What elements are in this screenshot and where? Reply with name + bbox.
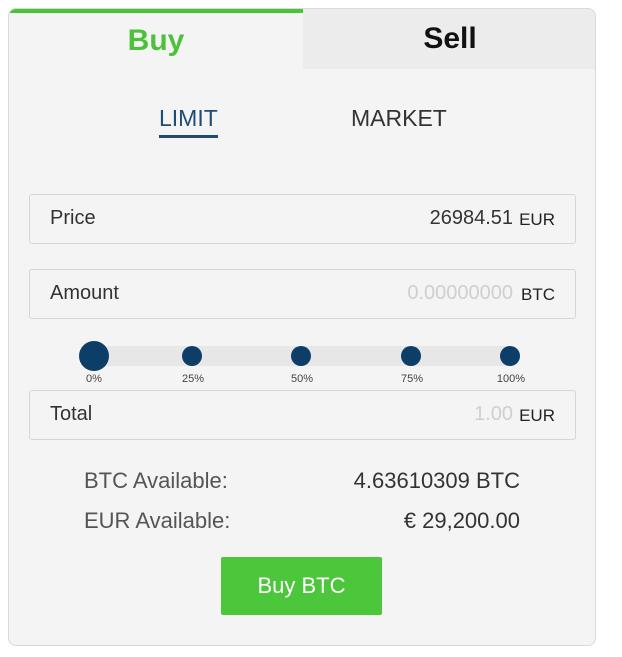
- tab-sell-label: Sell: [423, 22, 477, 55]
- eur-available-label: EUR Available:: [84, 508, 231, 533]
- order-type-market[interactable]: MARKET: [351, 105, 447, 131]
- tab-buy[interactable]: Buy: [9, 9, 303, 69]
- slider-handle[interactable]: [79, 341, 109, 371]
- slider-tick-label: 50%: [290, 373, 314, 385]
- slider-tick-label: 25%: [181, 373, 205, 385]
- price-field[interactable]: Price EUR: [29, 194, 576, 244]
- slider-stop-100[interactable]: [500, 346, 520, 366]
- total-field[interactable]: Total EUR: [29, 390, 576, 440]
- eur-available-value: € 29,200.00: [403, 508, 520, 533]
- slider-stop-50[interactable]: [291, 346, 311, 366]
- tab-sell[interactable]: Sell: [303, 9, 595, 69]
- btc-available-value: 4.63610309 BTC: [353, 468, 520, 493]
- buy-btc-button[interactable]: Buy BTC: [221, 557, 382, 615]
- total-unit: EUR: [519, 406, 555, 425]
- total-input[interactable]: [263, 403, 513, 426]
- slider-stop-75[interactable]: [401, 346, 421, 366]
- price-unit: EUR: [519, 210, 555, 229]
- amount-input[interactable]: [263, 282, 513, 305]
- amount-label: Amount: [50, 282, 119, 304]
- amount-field[interactable]: Amount BTC: [29, 269, 576, 319]
- price-input[interactable]: [263, 207, 513, 230]
- trade-panel: Buy Sell LIMIT MARKET Price EUR Amount B…: [8, 8, 596, 646]
- amount-unit: BTC: [521, 285, 555, 304]
- total-label: Total: [50, 403, 93, 425]
- amount-percent-slider[interactable]: 0% 25% 50% 75% 100%: [79, 341, 527, 394]
- slider-tick-label: 75%: [400, 373, 424, 385]
- tab-buy-label: Buy: [127, 24, 185, 57]
- slider-tick-label: 100%: [496, 373, 526, 385]
- buy-sell-tabs: Buy Sell: [9, 9, 595, 69]
- price-label: Price: [50, 207, 96, 229]
- slider-tick-label: 0%: [86, 373, 102, 385]
- slider-stop-25[interactable]: [182, 346, 202, 366]
- btc-available-label: BTC Available:: [84, 468, 228, 493]
- order-type-limit[interactable]: LIMIT: [159, 105, 218, 138]
